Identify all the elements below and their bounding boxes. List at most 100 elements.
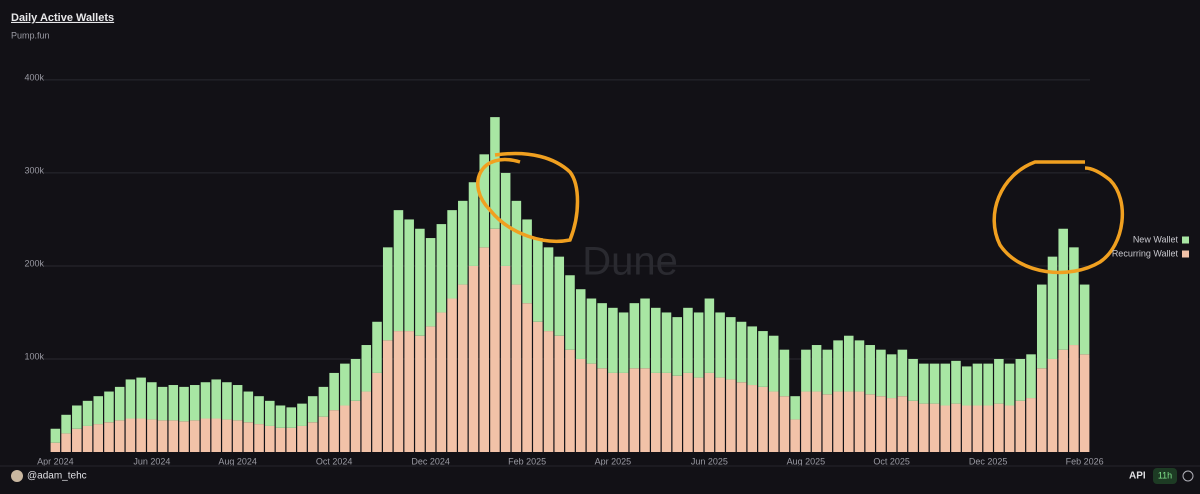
bar-segment [511, 284, 522, 452]
bar-segment [265, 400, 275, 426]
annotation-circle [992, 160, 1124, 275]
bar-segment [318, 416, 329, 452]
bar-segment [286, 407, 296, 428]
bar-segment [661, 372, 672, 452]
plot: 100k 200k 300k 400k Apr 2024 Jun 2024 Aug 2024… [24, 72, 1103, 466]
bar-segment [533, 238, 543, 322]
bar-segment [265, 425, 275, 452]
bar-segment [811, 345, 822, 392]
x-tick-label: Dec 2025 [969, 456, 1008, 466]
bar-segment [382, 247, 393, 341]
bar-segment [865, 394, 875, 452]
legend-label: New Wallet [1133, 234, 1179, 244]
bar-segment [1036, 368, 1047, 452]
bar-segment [147, 382, 157, 420]
bar-segment [844, 391, 854, 452]
bar-segment [1079, 354, 1090, 452]
bar-segment [575, 358, 586, 452]
bar-segment [522, 219, 532, 304]
bar-segment [833, 340, 843, 392]
bar-segment [683, 307, 693, 373]
bar-segment [1036, 284, 1047, 369]
x-tick-label: Aug 2024 [218, 456, 257, 466]
avatar[interactable] [11, 470, 23, 482]
bar-segment [961, 405, 972, 452]
y-tick-label: 200k [24, 258, 44, 268]
footer-api[interactable]: API [1129, 471, 1146, 482]
bar-segment [790, 396, 800, 420]
bar-segment [104, 422, 114, 452]
bar-segment [425, 238, 436, 327]
bar-segment [640, 368, 650, 452]
bar-segment [329, 410, 339, 452]
bar-segment [93, 396, 104, 425]
bar-segment [779, 396, 790, 452]
bar-segment [468, 182, 479, 266]
bar-segment [50, 428, 61, 443]
bar-segment [157, 420, 168, 452]
bar-segment [608, 372, 618, 452]
bar-segment [618, 372, 629, 452]
bar-segment [425, 326, 436, 452]
bar-segment [833, 391, 843, 452]
bar-segment [597, 303, 607, 369]
bar-segment [726, 379, 736, 452]
bar-segment [436, 224, 447, 313]
bar-segment [618, 312, 629, 373]
bar-segment [1004, 405, 1015, 452]
bar-segment [114, 420, 125, 452]
bar-segment [125, 379, 136, 419]
check-icon[interactable] [1182, 470, 1194, 482]
bar-segment [1026, 398, 1036, 452]
bar-segment [651, 372, 661, 452]
bar-segment [758, 386, 768, 452]
bar-segment [972, 363, 983, 406]
bar-segment [994, 403, 1004, 452]
bar-segment [1079, 284, 1090, 355]
bar-segment [919, 403, 929, 452]
legend-swatch [1182, 236, 1189, 244]
y-tick-label: 100k [24, 351, 44, 361]
bar-segment [490, 228, 500, 452]
footer-age: 11h [1158, 470, 1172, 480]
bar-segment [211, 379, 221, 419]
bar-segment [951, 360, 961, 404]
bar-segment [640, 298, 650, 369]
bar-segment [114, 386, 125, 421]
bar-segment [683, 372, 693, 452]
bar-segment [554, 335, 565, 452]
bar-segment [157, 386, 168, 421]
bar-segment [747, 326, 758, 386]
bar-segment [844, 335, 854, 392]
bar-segment [940, 405, 951, 452]
y-tick-label: 400k [24, 72, 44, 82]
bar-segment [1069, 345, 1079, 452]
bar-segment [983, 405, 993, 452]
bar-segment [350, 400, 361, 452]
bar-segment [726, 317, 736, 380]
bar-segment [254, 396, 264, 425]
bar-segment [876, 349, 886, 397]
legend-label: Recurring Wallet [1112, 248, 1179, 258]
bar-segment [479, 247, 489, 452]
bar-segment [72, 405, 82, 429]
bar-segment [179, 421, 189, 452]
bar-segment [693, 312, 704, 378]
bar-segment [565, 349, 575, 452]
bar-segment [136, 377, 146, 419]
bar-segment [104, 391, 114, 423]
bar-segment [597, 368, 607, 452]
bar-segment [1058, 228, 1068, 350]
bar-segment [200, 418, 211, 452]
bar-segment [372, 321, 382, 373]
bar-segment [704, 298, 715, 373]
chart-title[interactable]: Daily Active Wallets [11, 12, 114, 24]
bar-segment [50, 442, 61, 452]
bar-segment [404, 331, 414, 452]
bar-segment [189, 420, 200, 452]
x-tick-label: Dec 2024 [411, 456, 450, 466]
footer-user[interactable]: @adam_tehc [27, 471, 87, 482]
bar-segment [1058, 349, 1068, 452]
bar-segment [189, 385, 200, 421]
bar-segment [672, 317, 682, 376]
